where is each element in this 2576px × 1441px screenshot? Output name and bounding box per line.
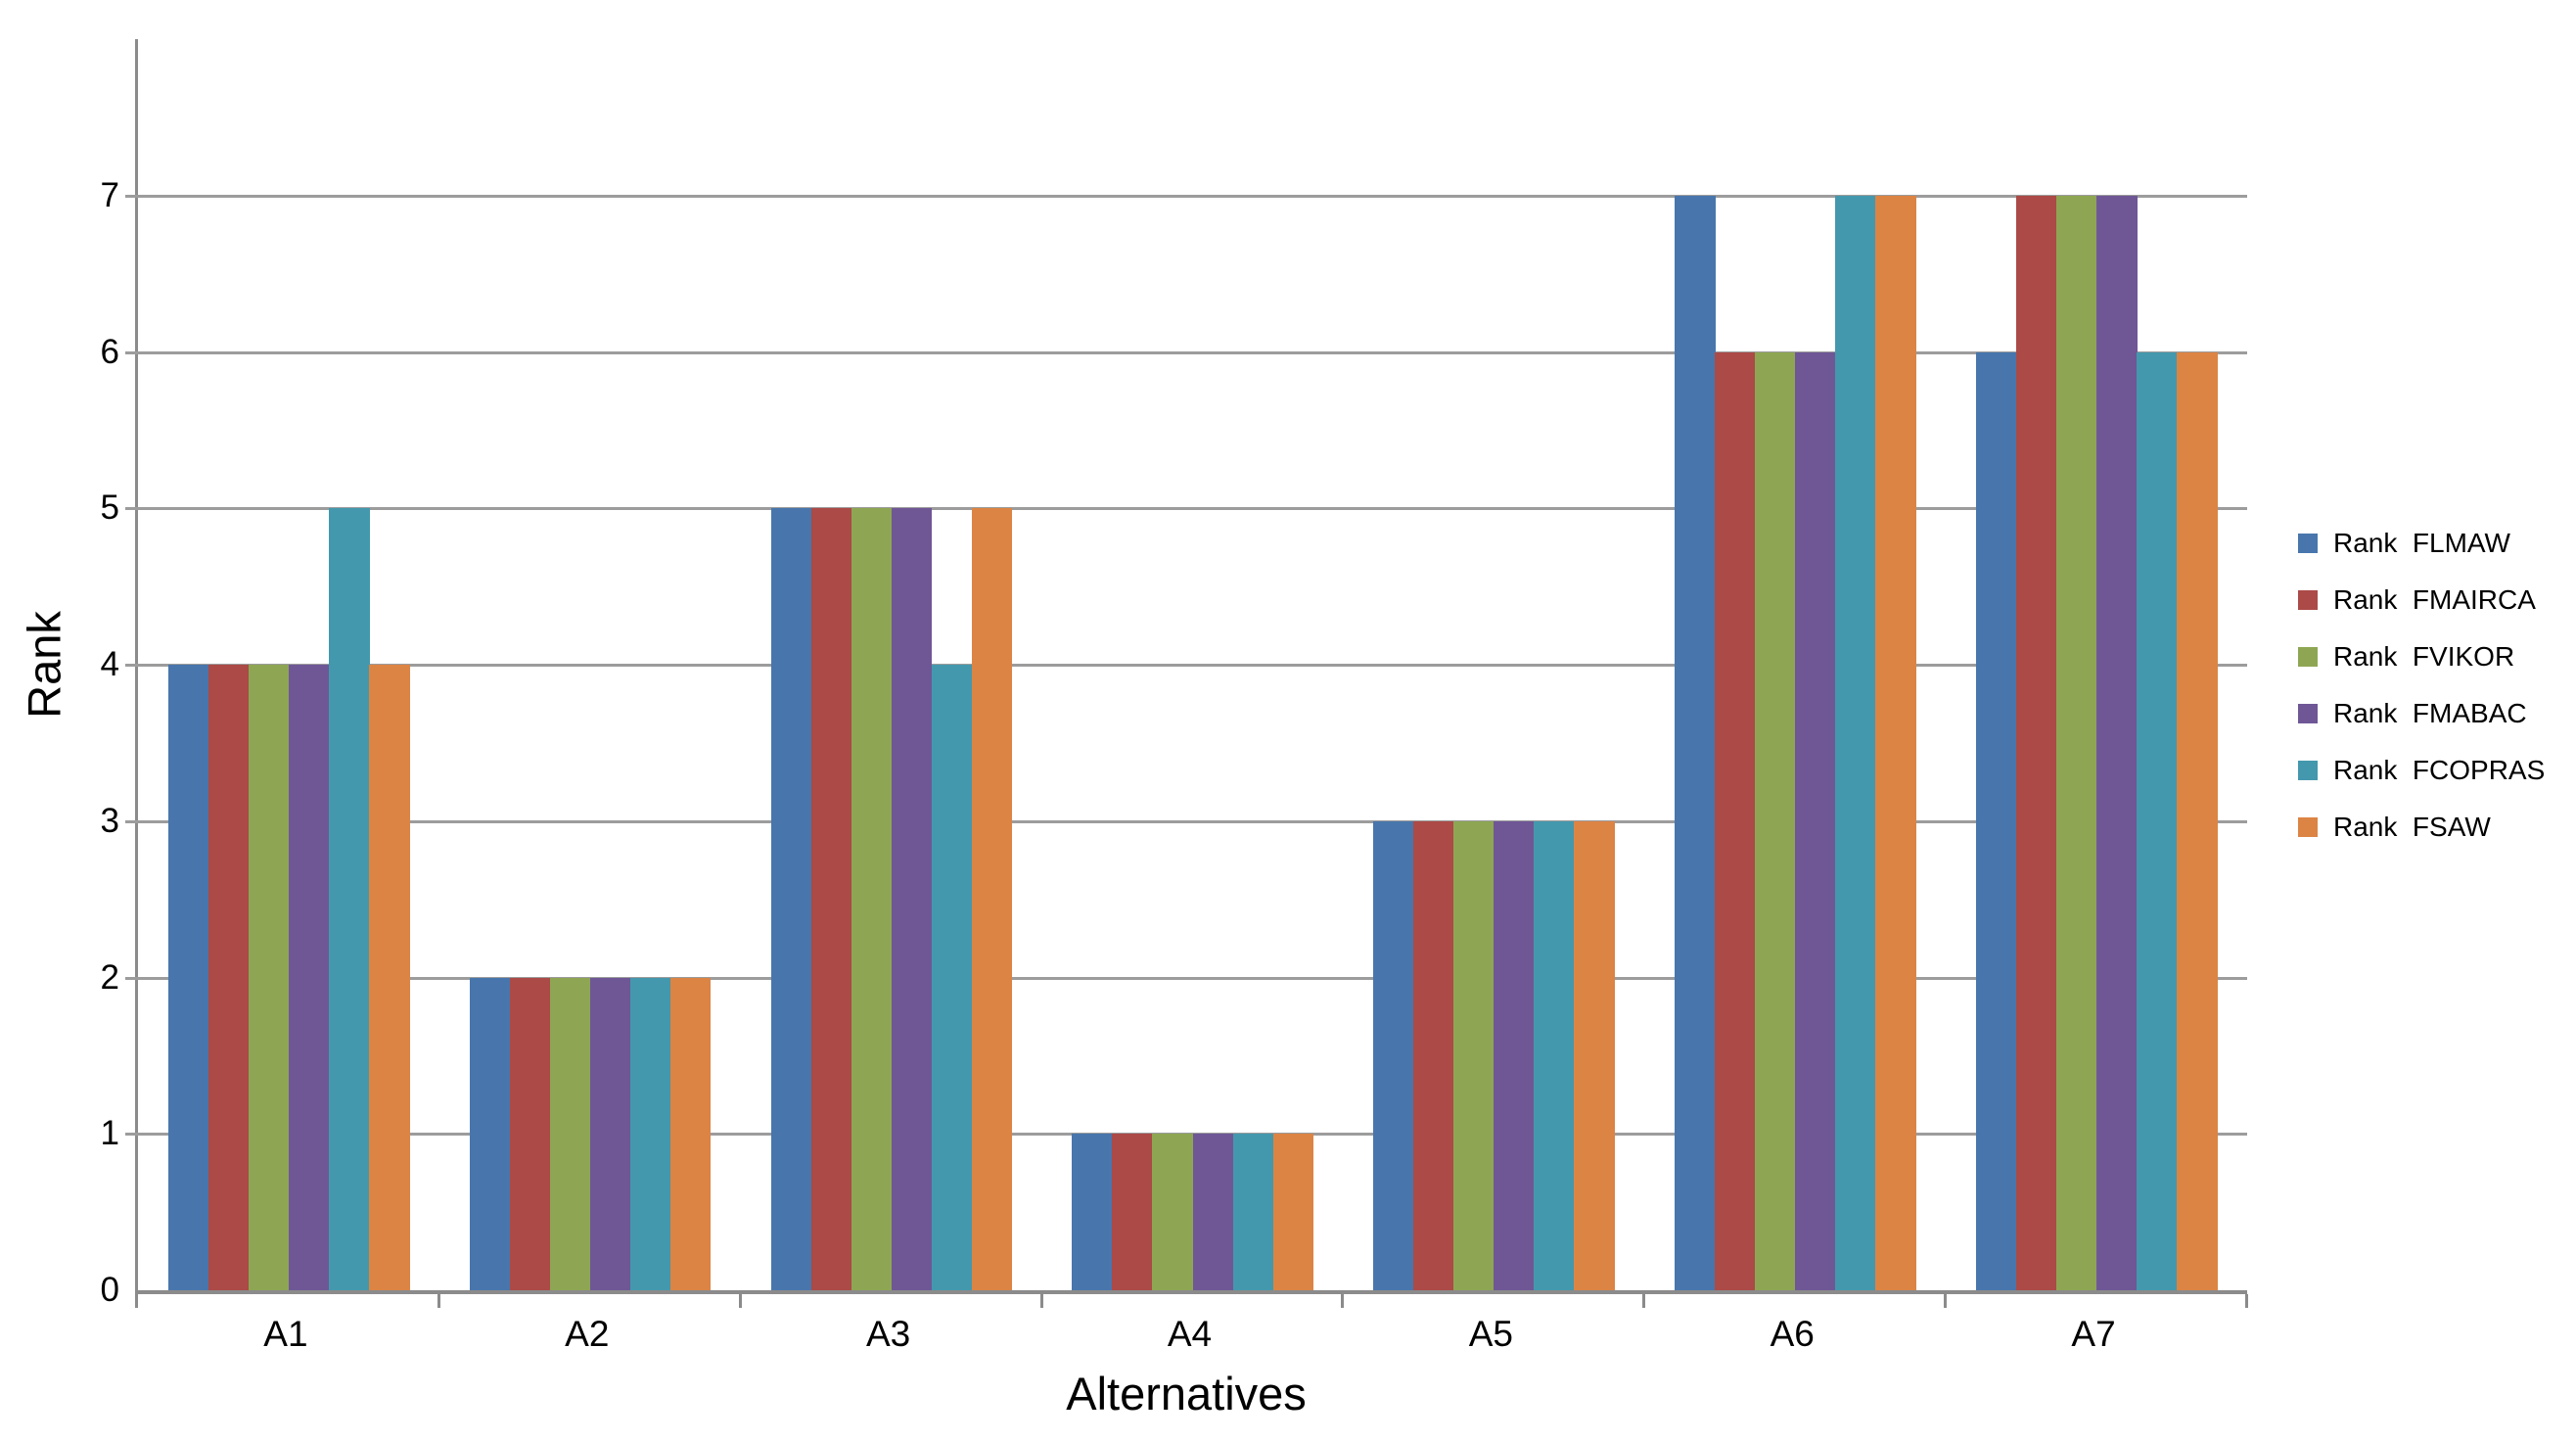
x-axis-tick [1944,1294,1948,1308]
legend-swatch-icon [2298,590,2318,610]
bar-a4-fvikor [1152,1134,1193,1290]
bar-a3-fcopras [931,665,973,1290]
y-axis-line-extension [135,1290,138,1308]
bar-a4-flmaw [1072,1134,1113,1290]
bar-a6-flmaw [1675,195,1716,1290]
y-tick-label-2: 2 [100,957,119,997]
gridline-5 [125,507,2247,511]
legend-label: Rank FLMAW [2333,528,2510,558]
bar-a5-fmabac [1494,820,1535,1290]
bar-a4-fmabac [1192,1134,1234,1290]
legend-swatch-icon [2298,647,2318,667]
legend-label: Rank FVIKOR [2333,641,2515,672]
bar-a6-fcopras [1835,195,1876,1290]
bar-a7-fmabac [2096,195,2138,1290]
y-tick-label-7: 7 [100,175,119,214]
y-tick-label-4: 4 [100,645,119,683]
x-axis-tick [1039,1294,1043,1308]
x-tick-label-a3: A3 [866,1314,911,1354]
bar-a3-fmabac [891,508,933,1290]
legend-swatch-icon [2298,761,2318,780]
bar-a6-fmairca [1715,351,1756,1290]
bar-a3-flmaw [770,508,812,1290]
bar-a7-fsaw [2177,351,2218,1290]
x-tick-label-a2: A2 [565,1314,610,1354]
legend-item-fmabac: Rank FMABAC [2298,698,2545,728]
legend-item-flmaw: Rank FLMAW [2298,528,2545,558]
bar-a1-fmairca [207,665,250,1290]
gridline-2 [125,976,2247,980]
y-tick-label-0: 0 [100,1271,119,1309]
x-tick-label-a4: A4 [1167,1314,1213,1354]
bar-a5-fcopras [1534,820,1575,1290]
x-axis-tick [1642,1294,1646,1308]
legend-label: Rank FMAIRCA [2333,584,2536,615]
bar-a5-fsaw [1574,820,1615,1290]
x-axis-title: Alternatives [1066,1368,1307,1419]
bar-a2-fsaw [669,977,712,1290]
gridline-3 [125,819,2247,823]
gridline-7 [125,194,2247,198]
gridline-6 [125,350,2247,354]
y-tick-label-3: 3 [100,801,119,840]
bar-a3-fvikor [851,508,893,1290]
bar-a7-fmairca [2015,195,2057,1290]
bar-a1-fsaw [369,665,410,1290]
x-tick-label-a1: A1 [263,1314,308,1354]
bar-a4-fsaw [1272,1134,1314,1290]
bar-a7-fvikor [2056,195,2097,1290]
bar-a5-flmaw [1373,820,1414,1290]
bar-a2-fcopras [629,977,671,1290]
bar-a5-fvikor [1453,820,1495,1290]
legend-item-fcopras: Rank FCOPRAS [2298,755,2546,785]
legend-swatch-icon [2298,704,2318,723]
y-tick-label-6: 6 [100,332,119,371]
legend-item-fvikor: Rank FVIKOR [2298,641,2545,672]
legend-item-fsaw: Rank FSAW [2298,812,2545,842]
legend-swatch-icon [2298,534,2318,553]
legend-label: Rank FCOPRAS [2333,755,2546,785]
bar-a3-fsaw [971,508,1013,1290]
plot-area [125,39,2248,1308]
x-axis-tick [738,1294,742,1308]
bar-a2-flmaw [469,977,511,1290]
bar-a1-flmaw [167,665,209,1290]
bar-a7-flmaw [1975,351,2017,1290]
bar-a2-fmabac [589,977,631,1290]
bar-a3-fmairca [810,508,852,1290]
bar-a1-fmabac [288,665,330,1290]
bar-a2-fmairca [509,977,551,1290]
y-tick-label-1: 1 [100,1114,119,1153]
legend: Rank FLMAW Rank FMAIRCA Rank FVIKOR Rank FM… [2298,528,2546,874]
x-tick-label-a6: A6 [1770,1314,1815,1354]
x-axis-tick [2245,1294,2248,1308]
legend-label: Rank FMABAC [2333,698,2527,728]
x-tick-label-a5: A5 [1468,1314,1513,1354]
bar-a7-fcopras [2137,351,2178,1290]
bar-a6-fmabac [1795,351,1836,1290]
x-tick-label-a7: A7 [2071,1314,2116,1354]
bar-a1-fcopras [328,508,370,1290]
y-tick-label-5: 5 [100,488,119,528]
gridline-4 [125,664,2247,667]
x-axis-tick [437,1294,440,1308]
bar-a4-fcopras [1232,1134,1274,1290]
bar-a6-fvikor [1755,351,1796,1290]
bar-a1-fvikor [248,665,290,1290]
legend-label: Rank FSAW [2333,812,2491,842]
bar-a6-fsaw [1875,195,1916,1290]
x-axis-tick [1341,1294,1345,1308]
legend-item-fmairca: Rank FMAIRCA [2298,584,2545,615]
legend-swatch-icon [2298,817,2318,837]
bar-a5-fmairca [1413,820,1454,1290]
bar-a4-fmairca [1112,1134,1153,1290]
bar-a2-fvikor [549,977,591,1290]
